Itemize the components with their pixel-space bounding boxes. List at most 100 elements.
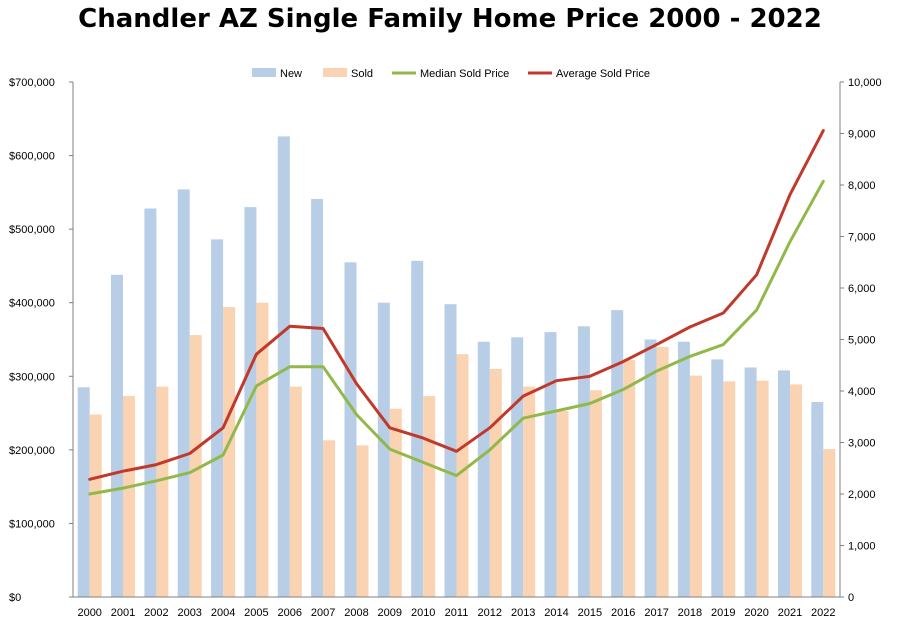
bars-group — [77, 136, 836, 598]
x-tick-label: 2022 — [811, 607, 835, 619]
bar-sold-2005 — [256, 302, 269, 597]
bar-new-2013 — [511, 337, 524, 597]
x-tick-label: 2018 — [678, 607, 702, 619]
y-right-tick-label: 10,000 — [848, 77, 882, 89]
x-tick-label: 2020 — [744, 607, 768, 619]
x-tick-label: 2016 — [611, 607, 635, 619]
legend-label-new: New — [280, 68, 302, 80]
x-tick-label: 2012 — [478, 607, 502, 619]
y-left-tick-label: $700,000 — [9, 77, 55, 89]
bar-sold-2010 — [423, 396, 436, 597]
legend-swatch-sold — [323, 68, 347, 77]
y-left-tick-label: $100,000 — [9, 518, 55, 530]
y-right-tick-label: 9,000 — [848, 129, 876, 141]
bar-new-2003 — [177, 189, 190, 597]
bar-sold-2016 — [623, 360, 636, 597]
x-tick-label: 2003 — [177, 607, 201, 619]
bar-sold-2007 — [323, 440, 336, 597]
x-tick-label: 2017 — [644, 607, 668, 619]
legend-label-average-sold-price: Average Sold Price — [556, 68, 650, 80]
bar-new-2016 — [611, 310, 624, 597]
x-tick-label: 2001 — [111, 607, 135, 619]
x-tick-label: 2008 — [344, 607, 368, 619]
y-left-tick-label: $600,000 — [9, 151, 55, 163]
bar-new-2015 — [577, 326, 590, 597]
bar-new-2012 — [477, 341, 490, 597]
x-tick-label: 2011 — [445, 607, 469, 619]
bar-sold-2011 — [456, 354, 469, 597]
x-tick-label: 2010 — [411, 607, 435, 619]
bar-sold-2021 — [790, 384, 802, 597]
y-left-tick-label: $0 — [9, 592, 21, 604]
x-tick-label: 2021 — [778, 607, 802, 619]
x-tick-label: 2015 — [578, 607, 602, 619]
bar-new-2009 — [377, 302, 390, 597]
bar-new-2010 — [411, 260, 424, 597]
x-tick-label: 2019 — [711, 607, 735, 619]
x-tick-label: 2009 — [378, 607, 402, 619]
bar-sold-2019 — [723, 381, 736, 597]
x-tick-label: 2000 — [77, 607, 101, 619]
x-tick-label: 2005 — [244, 607, 268, 619]
x-tick-label: 2013 — [511, 607, 535, 619]
bar-sold-2014 — [556, 410, 569, 597]
bar-new-2000 — [77, 387, 90, 597]
bar-new-2005 — [244, 207, 257, 597]
line-median-sold-price — [88, 179, 825, 496]
bar-sold-2003 — [189, 335, 202, 597]
bar-new-2020 — [744, 367, 757, 597]
axes-group: $0 $100,000 $200,000 $300,000 $400,000 $500,0… — [9, 77, 882, 619]
bar-sold-2022 — [823, 449, 836, 597]
bar-new-2002 — [144, 208, 157, 597]
bar-sold-2008 — [356, 445, 369, 597]
bar-new-2022 — [811, 402, 824, 597]
x-tick-label: 2014 — [544, 607, 568, 619]
y-right-tick-label: 5,000 — [848, 335, 876, 347]
legend: New Sold Median Sold Price Average Sold Pri… — [252, 68, 650, 80]
legend-label-sold: Sold — [351, 68, 373, 80]
bar-new-2021 — [778, 370, 790, 597]
legend-swatch-new — [252, 68, 276, 77]
chart-title: Chandler AZ Single Family Home Price 200… — [78, 4, 822, 34]
y-left-tick-label: $200,000 — [9, 445, 55, 457]
line-average-sold-price — [88, 129, 825, 481]
bar-new-2006 — [277, 136, 290, 597]
bar-new-2014 — [544, 332, 557, 597]
y-right-tick-label: 3,000 — [848, 438, 876, 450]
bar-sold-2018 — [689, 375, 702, 597]
bar-new-2018 — [677, 341, 690, 597]
y-right-tick-label: 6,000 — [848, 283, 876, 295]
y-left-tick-label: $400,000 — [9, 298, 55, 310]
bar-new-2007 — [311, 199, 324, 597]
y-left-tick-label: $300,000 — [9, 371, 55, 383]
bar-new-2008 — [344, 262, 357, 598]
x-tick-label: 2006 — [278, 607, 302, 619]
x-tick-label: 2007 — [311, 607, 335, 619]
bar-new-2019 — [711, 359, 724, 597]
y-right-tick-label: 2,000 — [848, 489, 876, 501]
bar-sold-2002 — [156, 386, 169, 597]
bar-new-2004 — [211, 239, 224, 597]
bar-sold-2015 — [589, 390, 602, 597]
bar-new-2011 — [444, 304, 457, 597]
legend-label-median-sold-price: Median Sold Price — [420, 68, 509, 80]
y-right-tick-label: 4,000 — [848, 386, 876, 398]
bar-sold-2004 — [223, 307, 236, 597]
bar-sold-2017 — [656, 346, 669, 597]
bar-sold-2012 — [489, 368, 502, 597]
y-right-tick-label: 1,000 — [848, 541, 876, 553]
bar-sold-2006 — [289, 386, 302, 597]
y-left-tick-label: $500,000 — [9, 224, 55, 236]
bar-sold-2009 — [389, 408, 402, 597]
x-tick-label: 2004 — [211, 607, 235, 619]
y-right-tick-label: 7,000 — [848, 232, 876, 244]
bar-sold-2020 — [756, 380, 769, 597]
bar-new-2001 — [111, 274, 123, 597]
bar-new-2017 — [644, 339, 657, 597]
bar-sold-2000 — [89, 414, 102, 597]
y-right-tick-label: 8,000 — [848, 180, 876, 192]
x-tick-label: 2002 — [144, 607, 168, 619]
y-right-tick-label: 0 — [848, 592, 854, 604]
